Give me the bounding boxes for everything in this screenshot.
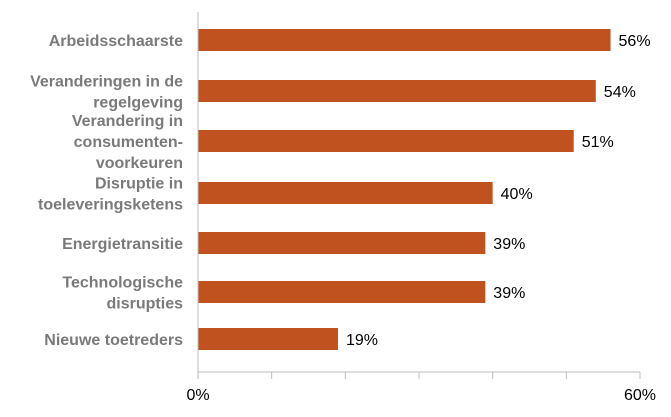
bar (198, 328, 338, 350)
category-label: Verandering in consumenten-voorkeuren (72, 113, 183, 172)
category-label: Disruptie in toeleveringsketens (38, 176, 183, 214)
category-label-line: disrupties (107, 296, 184, 313)
data-label: 54% (604, 84, 636, 101)
category-label-line: regelgeving (93, 95, 183, 112)
data-label: 19% (346, 332, 378, 349)
data-label: 40% (501, 186, 533, 203)
data-label: 39% (493, 236, 525, 253)
category-label: Energietransitie (62, 236, 183, 253)
category-label: Nieuwe toetreders (44, 332, 183, 349)
category-label-line: Energietransitie (62, 236, 183, 253)
data-label: 39% (493, 285, 525, 302)
data-label: 51% (582, 134, 614, 151)
x-axis-ticks (197, 372, 641, 379)
bar (198, 182, 493, 204)
bar (198, 80, 596, 102)
value-labels: 56% 54% 51% 40% 39% 39% 19% (346, 33, 651, 349)
category-label-line: Veranderingen in de (30, 74, 183, 91)
category-label: Arbeidsschaarste (49, 33, 183, 50)
category-label-line: voorkeuren (96, 155, 183, 172)
bar (198, 29, 611, 51)
bar (198, 232, 486, 254)
x-tick-label-0: 0% (186, 387, 209, 404)
category-label-line: toeleveringsketens (38, 197, 183, 214)
bars (198, 29, 611, 350)
category-label-line: Verandering in (72, 113, 183, 130)
category-label-line: Technologische (62, 275, 183, 292)
data-label: 56% (619, 33, 651, 50)
category-label: Technologische disrupties (62, 275, 183, 313)
x-tick-label-60: 60% (624, 387, 656, 404)
category-labels: Arbeidsschaarste Veranderingen in de regel… (30, 33, 183, 349)
category-label-line: Disruptie in (95, 176, 183, 193)
bar (198, 281, 486, 303)
category-label: Veranderingen in de regelgeving (30, 74, 183, 112)
category-label-line: consumenten- (74, 134, 183, 151)
category-label-line: Nieuwe toetreders (44, 332, 183, 349)
category-label-line: Arbeidsschaarste (49, 33, 183, 50)
bar (198, 130, 574, 152)
